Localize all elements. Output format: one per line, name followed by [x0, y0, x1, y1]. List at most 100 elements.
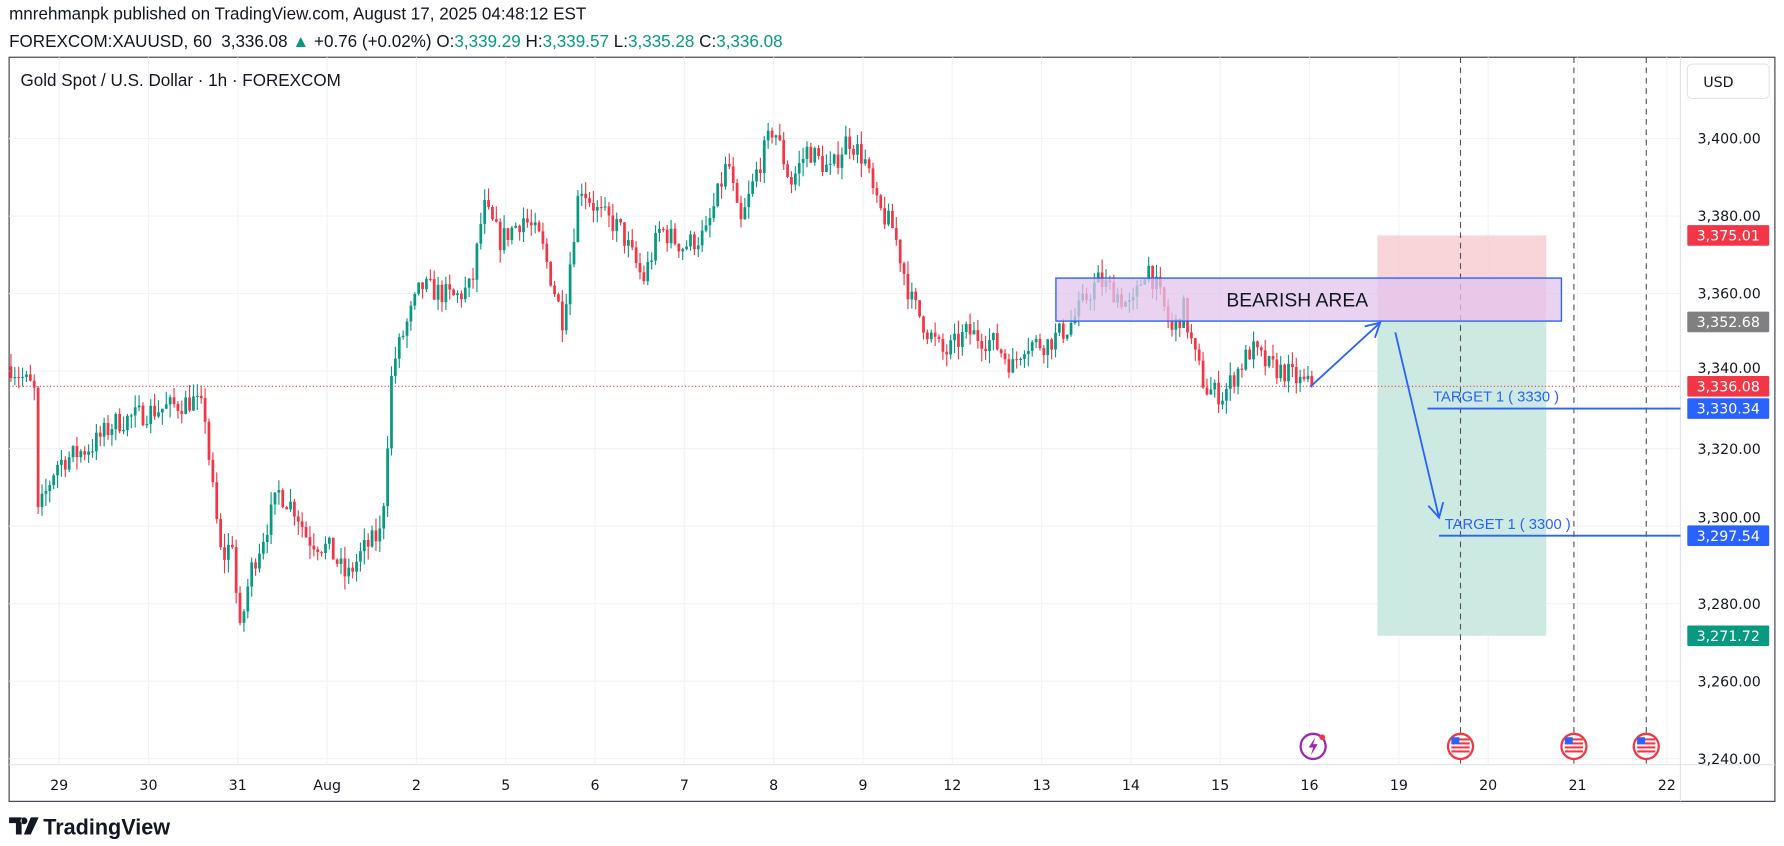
- candle-body: [852, 148, 855, 155]
- candle-body: [161, 408, 164, 413]
- candle-body: [790, 177, 793, 185]
- candle-body: [894, 228, 898, 240]
- candle-body: [207, 421, 211, 460]
- time-tick-label: Aug: [313, 778, 341, 794]
- candle-body: [172, 397, 176, 405]
- flag-stripe: [1637, 742, 1656, 745]
- candle-body: [164, 404, 168, 409]
- time-tick-label: 20: [1479, 778, 1497, 794]
- candle-body: [246, 586, 250, 612]
- candle-body: [619, 218, 622, 223]
- candle-body: [1213, 382, 1217, 390]
- candle-body: [215, 482, 219, 520]
- candle-body: [759, 169, 762, 174]
- arrow-up-drawing[interactable]: [1309, 321, 1382, 388]
- currency-button[interactable]: [1686, 63, 1770, 100]
- candle-body: [560, 301, 564, 331]
- candle-body: [957, 333, 960, 347]
- candle-body: [316, 549, 320, 553]
- candle-body: [285, 507, 289, 510]
- candle-body: [1294, 367, 1298, 384]
- candle-body: [1034, 338, 1038, 343]
- candle-body: [879, 195, 883, 209]
- candle-body: [712, 206, 716, 219]
- open-label: O:: [436, 32, 454, 51]
- candle-body: [1026, 350, 1030, 355]
- candle-body: [859, 144, 863, 164]
- candle-body: [922, 316, 925, 333]
- tradingview-logo[interactable]: TradingView: [9, 814, 170, 840]
- candle-body: [1263, 350, 1267, 367]
- time-tick-label: 31: [229, 778, 247, 794]
- candle-body: [669, 228, 673, 244]
- candle-body: [1038, 338, 1042, 349]
- drawings[interactable]: BEARISH AREA TARGET 1 ( 3330 ) TARGET 1 ( …: [1055, 277, 1681, 537]
- candle-body: [106, 422, 110, 435]
- candle-body: [782, 140, 786, 165]
- candle-body: [708, 218, 712, 226]
- currency-label: USD: [1703, 75, 1733, 91]
- candle-body: [370, 530, 374, 547]
- candle-body: [731, 166, 735, 184]
- arrow-line: [1394, 332, 1440, 518]
- candle-body: [460, 293, 463, 300]
- us-flag-event-icon[interactable]: [1632, 732, 1660, 761]
- time-tick-label: 30: [139, 778, 157, 794]
- arrow-down-drawing[interactable]: [1394, 332, 1445, 520]
- candle-body: [1069, 322, 1073, 335]
- candle-body: [1275, 359, 1279, 379]
- candle-body: [444, 284, 448, 303]
- candle-body: [192, 396, 195, 411]
- candle-body: [568, 264, 572, 305]
- candle-body: [751, 181, 754, 194]
- bearish-area-box[interactable]: [1055, 277, 1563, 322]
- flag-canton: [1564, 737, 1573, 745]
- candle-body: [405, 321, 409, 336]
- candle-body: [1007, 359, 1011, 373]
- flag-stripe: [1451, 750, 1470, 753]
- time-tick-label: 21: [1568, 778, 1586, 794]
- candle-body: [17, 377, 21, 379]
- candle-body: [1259, 347, 1263, 351]
- candle-body: [615, 218, 619, 232]
- candle-body: [584, 193, 588, 199]
- candle-body: [526, 218, 529, 223]
- lightning-event-icon[interactable]: [1299, 732, 1327, 761]
- candle-body: [40, 493, 44, 508]
- candle-body: [926, 332, 929, 340]
- candle-body: [351, 567, 355, 572]
- candle-body: [673, 228, 677, 244]
- candle-body: [269, 504, 273, 535]
- candle-body: [362, 539, 366, 552]
- high-label: H:: [526, 32, 543, 51]
- candle-body: [1023, 354, 1026, 359]
- time-tick-label: 2: [412, 778, 421, 794]
- time-tick-label: 5: [501, 778, 510, 794]
- candle-body: [914, 291, 918, 301]
- candle-body: [999, 349, 1003, 354]
- events: [1299, 732, 1660, 761]
- candle-body: [661, 228, 665, 231]
- us-flag-event-icon[interactable]: [1560, 732, 1588, 761]
- candle-body: [704, 225, 708, 231]
- price-axis[interactable]: 3,400.00 3,380.00 3,360.00 3,340.00 3,320.00…: [1687, 132, 1770, 768]
- candle-body: [638, 263, 642, 273]
- us-flag-event-icon[interactable]: [1446, 732, 1475, 761]
- time-axis[interactable]: 29 30 31 Aug 2 5 6 7 8 9 12 13 14 15 16 19 20 21 22: [50, 778, 1676, 794]
- price-tag-label: 3,352.68: [1697, 315, 1760, 331]
- candle-body: [906, 273, 910, 300]
- price-change: +0.76 (+0.02%): [314, 32, 432, 51]
- candle-body: [762, 140, 766, 174]
- take-profit-zone[interactable]: [1377, 321, 1547, 636]
- candle-body: [417, 282, 421, 294]
- time-tick-label: 29: [50, 778, 68, 794]
- candle-body: [836, 154, 840, 168]
- candle-body: [1147, 265, 1151, 280]
- candle-body: [623, 222, 626, 246]
- candle-body: [522, 218, 525, 233]
- candle-body: [1205, 387, 1209, 395]
- flag-stripe: [1637, 750, 1656, 753]
- time-tick-label: 12: [943, 778, 961, 794]
- price-tag: [1687, 398, 1770, 419]
